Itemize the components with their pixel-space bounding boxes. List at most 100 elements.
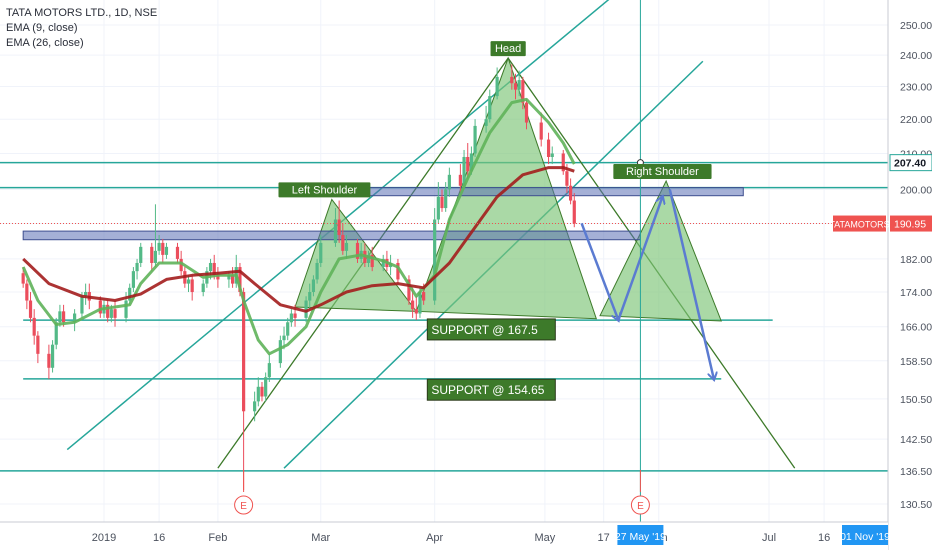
time-tick-label: 16 (818, 532, 830, 544)
candle-body (190, 279, 194, 293)
candle-body (462, 156, 466, 186)
crosshair-price-label: 207.40 (894, 158, 926, 170)
candle-body (32, 317, 36, 336)
candle-body (208, 262, 213, 272)
candle-body (50, 344, 55, 368)
pattern-label-text: Right Shoulder (626, 166, 699, 178)
candle-body (521, 80, 525, 103)
symbol-tag-box (833, 215, 886, 232)
candle-body (311, 279, 316, 293)
candle-body (253, 401, 257, 412)
price-tick-label: 136.50 (900, 466, 932, 478)
price-tick-label: 200.00 (900, 184, 932, 196)
candle-body (396, 262, 400, 280)
event-marker-label: E (637, 501, 644, 512)
candle-body (293, 313, 297, 318)
price-tick-label: 250.00 (900, 20, 932, 32)
candle-body (80, 296, 84, 314)
candle-body (473, 125, 477, 154)
candle-body (267, 363, 271, 378)
end-date-box (842, 525, 888, 545)
price-axis[interactable]: 250.00240.00230.00220.00210.00200.00182.… (829, 0, 932, 550)
candle-body (230, 275, 235, 284)
candle-body (433, 219, 437, 301)
candle-body (550, 153, 554, 157)
time-axis-bg (0, 522, 888, 550)
candle-body (488, 96, 492, 120)
candle-body (370, 254, 374, 268)
price-tick-label: 166.00 (900, 322, 932, 334)
candle-body (411, 300, 415, 310)
candle-body (212, 262, 216, 276)
candle-body (539, 122, 543, 140)
candle-body (418, 292, 422, 314)
projection-arrow (668, 189, 714, 379)
ema26-legend[interactable]: EMA (26, close) (6, 37, 84, 49)
candle-body (139, 246, 143, 263)
symbol-tag: TATAMOTORS (829, 220, 889, 230)
time-tick-label: Feb (208, 532, 227, 544)
candle-body (422, 292, 426, 301)
support-box (426, 378, 556, 401)
candle-body (444, 189, 448, 209)
candle-body (106, 304, 110, 318)
candle-body (344, 242, 349, 251)
crosshair-price-box (889, 154, 932, 172)
resistance-zones (22, 187, 744, 241)
candle-body (25, 283, 29, 301)
price-tick-label: 174.00 (900, 287, 932, 299)
candle-body (565, 171, 569, 186)
channel-line (66, 0, 610, 451)
support-box (426, 318, 556, 341)
candle-body (28, 300, 33, 318)
candle-body (308, 292, 312, 301)
candle-body (407, 279, 411, 301)
last-price-label: 190.95 (894, 219, 926, 231)
candle-body (517, 80, 521, 90)
candle-body (546, 139, 551, 157)
pattern-labels: Head Left Shoulder Right Shoulder SUPPORT @… (278, 41, 712, 401)
candle-body (561, 153, 565, 172)
candle-body (282, 335, 286, 341)
candle-body (447, 174, 451, 190)
candle-body (458, 174, 462, 186)
candle-body (436, 196, 440, 220)
candle-body (569, 185, 573, 201)
candle-body (524, 102, 529, 123)
candle-body (61, 311, 66, 323)
candle-body (201, 283, 205, 293)
ema9-legend[interactable]: EMA (9, close) (6, 22, 78, 34)
symbol-title[interactable]: TATA MOTORS LTD., 1D, NSE (6, 7, 158, 19)
candle-body (366, 254, 371, 263)
candle-body (337, 219, 341, 236)
horizontal-levels (0, 161, 888, 472)
crosshair-date-box (617, 525, 664, 545)
time-tick-label: 2019 (92, 532, 116, 544)
crosshair-date-label: 27 May '19 (615, 531, 666, 543)
candle-body (153, 250, 158, 263)
time-tick-label: Apr (426, 532, 443, 544)
candle-body (216, 275, 220, 280)
candle-body (135, 262, 139, 272)
candle-body (341, 235, 345, 251)
price-zone (22, 230, 641, 241)
candle-body (466, 156, 470, 172)
candle-body (381, 258, 385, 268)
support-box-text: SUPPORT @ 154.65 (431, 383, 544, 397)
candle-body (286, 322, 290, 336)
candle-body (414, 309, 418, 314)
candle-body (36, 335, 40, 354)
candle-body (84, 292, 88, 297)
candle-body (278, 340, 282, 364)
candle-body (333, 219, 338, 243)
candle-body (179, 258, 183, 272)
event-marker-label: E (240, 501, 247, 512)
price-axis-bg (888, 0, 932, 550)
candle-body (495, 76, 499, 97)
candle-body (304, 300, 308, 318)
candle-body (161, 242, 165, 255)
price-tick-label: 150.50 (900, 394, 932, 406)
time-axis[interactable]: 201916FebMarAprMay17JunJul1627 May '1901… (0, 521, 890, 550)
